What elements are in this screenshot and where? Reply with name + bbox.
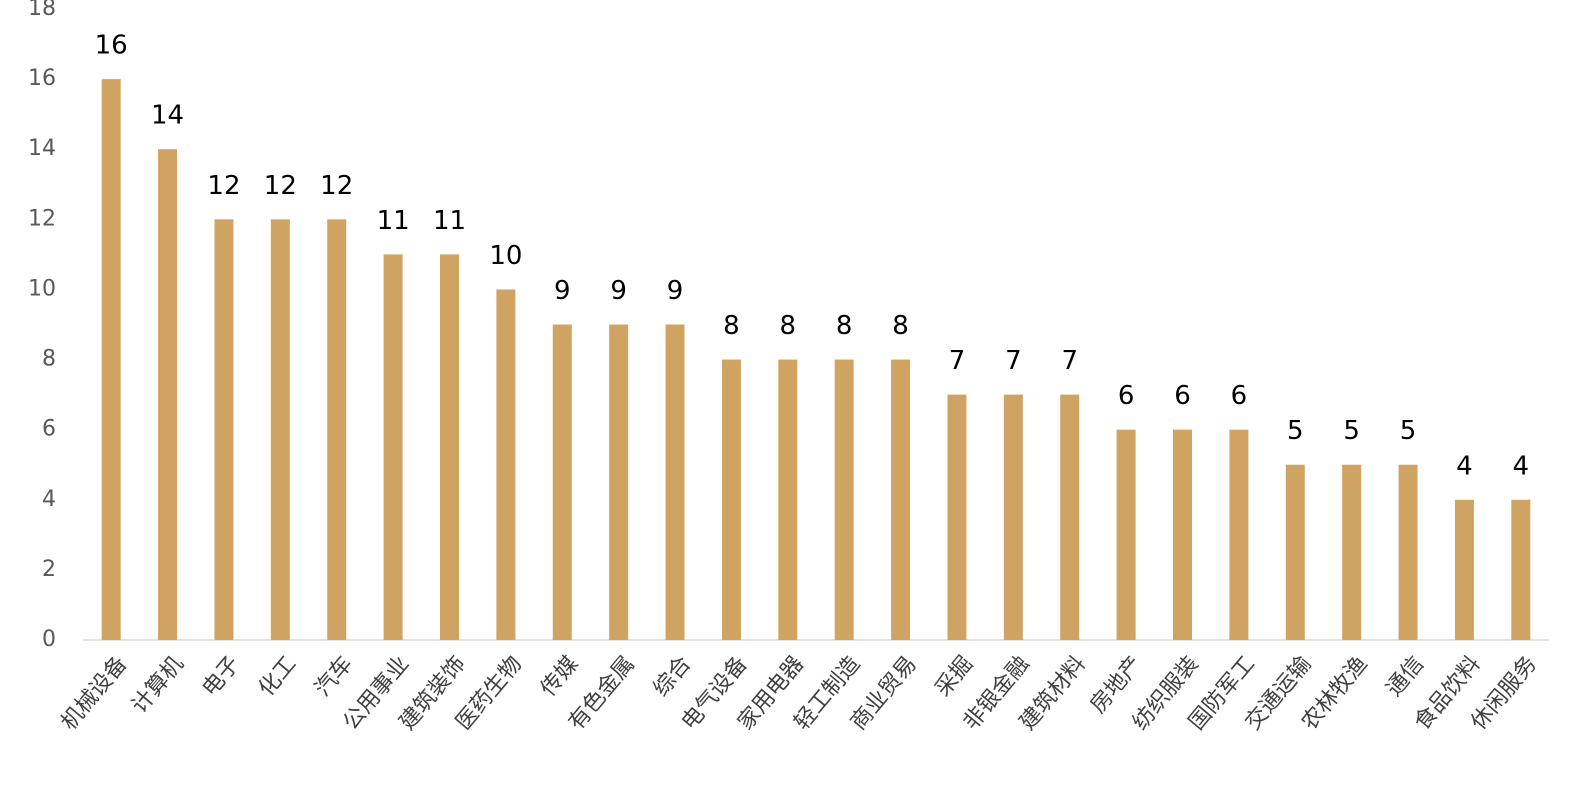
data-label: 8	[723, 311, 740, 341]
bar	[1229, 429, 1249, 640]
data-label: 12	[207, 171, 240, 201]
data-label: 6	[1118, 381, 1135, 411]
x-tick-label: 机械设备	[57, 652, 133, 735]
bar	[496, 289, 516, 640]
bar	[721, 359, 741, 640]
bar	[1173, 429, 1192, 640]
bar	[440, 254, 459, 640]
bar	[665, 324, 685, 640]
y-tick-label: 10	[28, 276, 56, 301]
data-label: 8	[836, 311, 853, 341]
bar	[891, 359, 911, 640]
data-label: 10	[489, 241, 522, 271]
data-label: 4	[1456, 451, 1473, 481]
data-label: 9	[554, 276, 571, 306]
y-tick-label: 4	[42, 487, 56, 512]
data-label: 6	[1231, 381, 1248, 411]
bar	[214, 219, 234, 641]
y-tick-label: 8	[42, 347, 56, 372]
data-label: 8	[780, 311, 797, 341]
data-label: 6	[1174, 381, 1191, 411]
data-label: 12	[320, 171, 353, 201]
bar	[158, 149, 178, 640]
bar	[834, 359, 854, 640]
data-label: 7	[949, 346, 966, 376]
x-tick-label: 采掘	[931, 652, 978, 702]
x-tick-label: 通信	[1382, 652, 1429, 702]
data-label: 12	[264, 171, 297, 201]
data-label: 7	[1061, 346, 1078, 376]
x-tick-label: 综合	[649, 652, 696, 702]
data-label: 9	[667, 276, 684, 306]
x-tick-label: 传媒	[536, 652, 583, 702]
y-tick-label: 12	[28, 206, 56, 231]
bar	[1342, 464, 1362, 640]
y-tick-label: 14	[28, 136, 56, 161]
bar	[1398, 464, 1418, 640]
bar	[1454, 499, 1474, 640]
bar	[383, 254, 403, 640]
bar	[270, 219, 290, 641]
data-label: 4	[1513, 451, 1530, 481]
data-label: 11	[433, 206, 466, 236]
y-tick-label: 2	[42, 557, 56, 582]
data-label: 7	[1005, 346, 1022, 376]
data-label: 8	[892, 311, 909, 341]
data-label: 14	[151, 101, 184, 131]
data-label: 9	[610, 276, 627, 306]
data-label: 11	[377, 206, 410, 236]
data-label: 5	[1400, 416, 1417, 446]
data-label: 16	[95, 31, 128, 61]
x-tick-label: 汽车	[310, 652, 357, 702]
bar	[1116, 429, 1136, 640]
bar	[1060, 394, 1080, 640]
bar	[1511, 499, 1531, 640]
bar	[1003, 394, 1023, 640]
x-tick-label: 计算机	[127, 652, 189, 719]
y-tick-label: 18	[28, 0, 56, 21]
data-label: 5	[1287, 416, 1304, 446]
bar	[947, 394, 967, 640]
bar	[778, 359, 798, 640]
bar	[327, 219, 347, 641]
y-tick-label: 6	[42, 417, 56, 442]
x-tick-label: 电子	[198, 652, 245, 702]
bar	[609, 324, 629, 640]
y-tick-label: 0	[42, 627, 56, 652]
data-label: 5	[1343, 416, 1360, 446]
bar	[101, 79, 121, 641]
bar	[1285, 464, 1305, 640]
bar	[552, 324, 572, 640]
y-tick-label: 16	[28, 66, 56, 91]
x-tick-label: 化工	[254, 652, 301, 702]
